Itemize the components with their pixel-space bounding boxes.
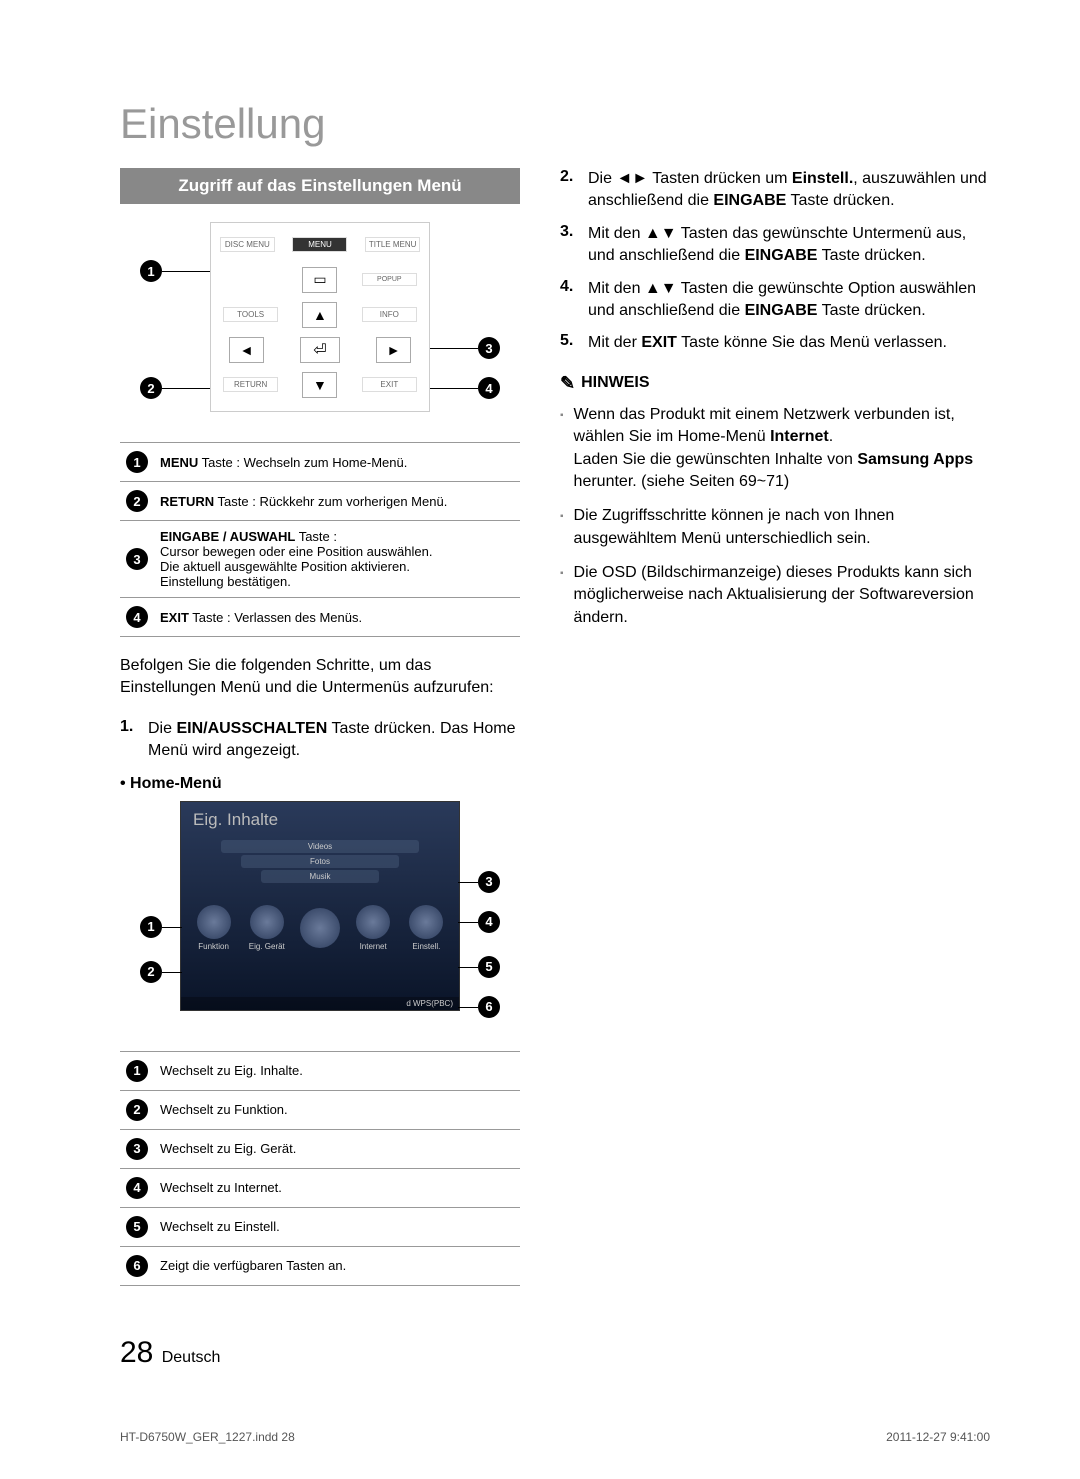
home-pill-videos: Videos xyxy=(221,840,419,853)
home-pill-musik: Musik xyxy=(261,870,379,883)
page-title: Einstellung xyxy=(120,100,990,148)
page-number: 28 Deutsch xyxy=(120,1336,520,1370)
home-wps-bar: d WPS(PBC) xyxy=(181,997,459,1010)
legend-table-1: 1MENU Taste : Wechseln zum Home-Menü.2RE… xyxy=(120,442,520,637)
callout-1: 1 xyxy=(140,260,162,282)
left-column: Zugriff auf das Einstellungen Menü DISC … xyxy=(120,168,520,1370)
home-tile-eig-geraet: Eig. Gerät xyxy=(244,905,289,951)
remote-btn-title-menu: TITLE MENU xyxy=(365,237,420,252)
hinweis-header: ✎ HINWEIS xyxy=(560,373,990,394)
home-tile-internet: Internet xyxy=(351,905,396,951)
home-menu-diagram: Eig. Inhalte Videos Fotos Musik Funktion… xyxy=(140,801,500,1031)
home-tile-einstell: Einstell. xyxy=(404,905,449,951)
remote-btn-up: ▲ xyxy=(302,302,337,328)
home-menu-label: • Home-Menü xyxy=(120,775,520,793)
intro-para: Befolgen Sie die folgenden Schritte, um … xyxy=(120,655,520,700)
home-tile-funktion: Funktion xyxy=(191,905,236,951)
hinweis-label: HINWEIS xyxy=(581,374,649,392)
remote-btn-return: RETURN xyxy=(223,377,278,392)
home-tile-row: Funktion Eig. Gerät Internet Einstell. xyxy=(181,901,459,955)
remote-btn-disc-menu: DISC MENU xyxy=(220,237,275,252)
remote-btn-info: INFO xyxy=(362,307,417,322)
section-header: Zugriff auf das Einstellungen Menü xyxy=(120,168,520,204)
note-icon: ✎ xyxy=(560,373,575,394)
hinweis-list: Wenn das Produkt mit einem Netzwerk verb… xyxy=(560,404,990,630)
right-column: 2.Die ◄► Tasten drücken um Einstell., au… xyxy=(560,168,990,1370)
footer-right: 2011-12-27 9:41:00 xyxy=(886,1430,990,1444)
home-tile-center xyxy=(297,908,342,951)
remote-btn-enter: ⏎ xyxy=(300,337,340,363)
remote-diagram: DISC MENU MENU TITLE MENU ▭ POPUP TOOLS … xyxy=(140,222,500,422)
home-screen-title: Eig. Inhalte xyxy=(181,802,459,838)
remote-btn-left: ◄ xyxy=(229,337,264,363)
callout-4: 4 xyxy=(478,377,500,399)
remote-btn-right: ► xyxy=(376,337,411,363)
footer: HT-D6750W_GER_1227.indd 28 2011-12-27 9:… xyxy=(0,1430,1080,1474)
home-pill-fotos: Fotos xyxy=(241,855,399,868)
remote-body: DISC MENU MENU TITLE MENU ▭ POPUP TOOLS … xyxy=(210,222,430,412)
remote-btn-menu: MENU xyxy=(292,237,347,252)
remote-btn-tools: TOOLS xyxy=(223,307,278,322)
remote-btn-exit: EXIT xyxy=(362,377,417,392)
page: Einstellung Zugriff auf das Einstellunge… xyxy=(0,0,1080,1430)
footer-left: HT-D6750W_GER_1227.indd 28 xyxy=(120,1430,295,1444)
home-screen: Eig. Inhalte Videos Fotos Musik Funktion… xyxy=(180,801,460,1011)
step-text: Die EIN/AUSSCHALTEN Taste drücken. Das H… xyxy=(148,718,520,763)
callout-3: 3 xyxy=(478,337,500,359)
remote-btn-popup: POPUP xyxy=(362,273,417,286)
callout-2: 2 xyxy=(140,377,162,399)
remote-btn-down: ▼ xyxy=(302,372,337,398)
step-num: 1. xyxy=(120,718,148,763)
remote-btn-square: ▭ xyxy=(302,267,337,293)
legend-table-2: 1Wechselt zu Eig. Inhalte.2Wechselt zu F… xyxy=(120,1051,520,1286)
step-1: 1. Die EIN/AUSSCHALTEN Taste drücken. Da… xyxy=(120,718,520,763)
columns: Zugriff auf das Einstellungen Menü DISC … xyxy=(120,168,990,1370)
steps-list: 2.Die ◄► Tasten drücken um Einstell., au… xyxy=(560,168,990,355)
